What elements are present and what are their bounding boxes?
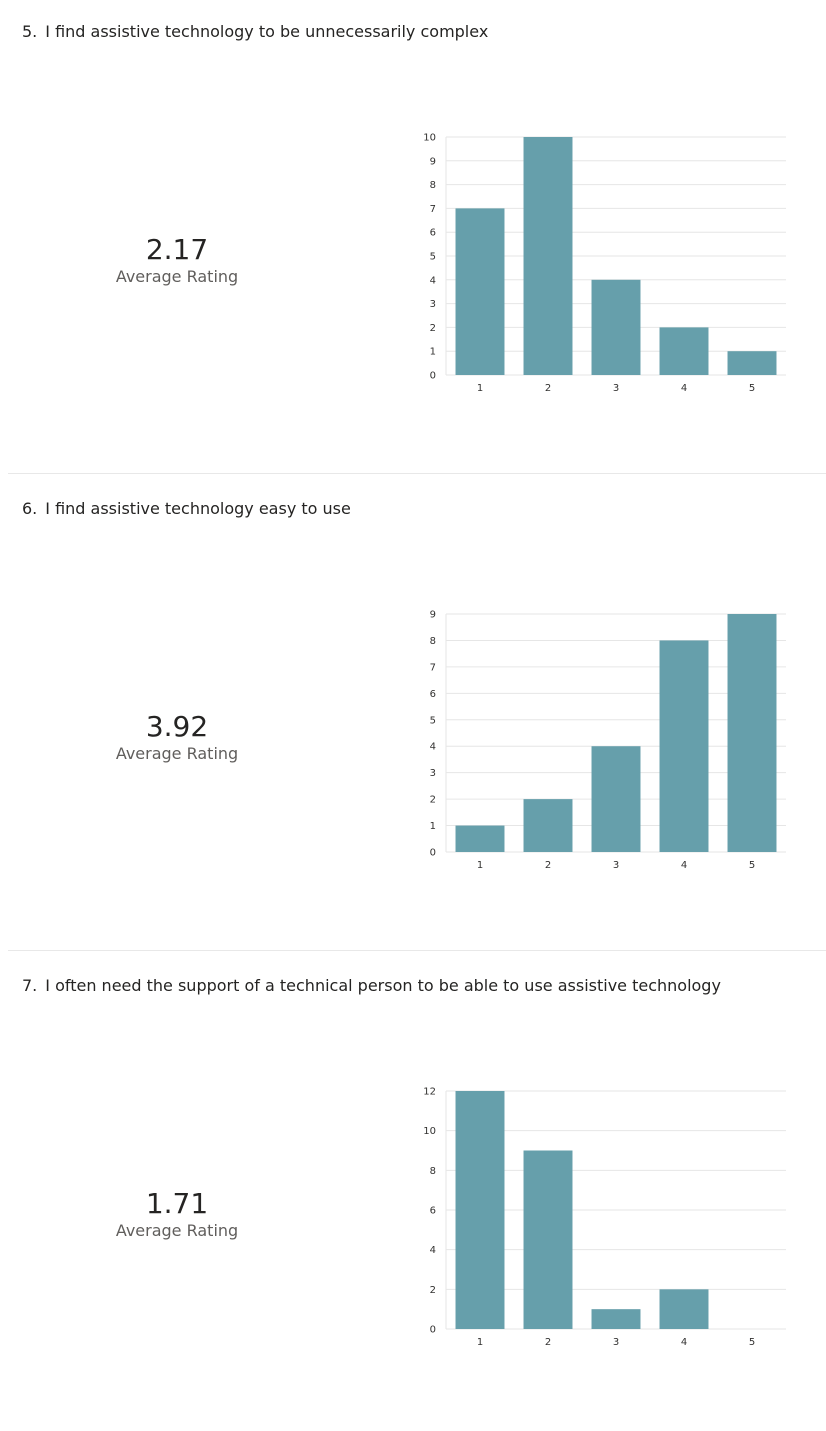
question-number: 6. bbox=[22, 499, 38, 518]
y-tick-label: 1 bbox=[430, 821, 436, 832]
average-label: Average Rating bbox=[115, 744, 239, 763]
y-tick-label: 2 bbox=[430, 795, 436, 806]
average-rating: 3.92 Average Rating bbox=[0, 710, 354, 764]
y-tick-label: 0 bbox=[430, 848, 436, 859]
y-tick-label: 8 bbox=[430, 636, 436, 647]
y-tick-label: 4 bbox=[430, 742, 436, 753]
y-tick-label: 6 bbox=[430, 228, 436, 239]
y-tick-label: 1 bbox=[430, 347, 436, 358]
y-tick-label: 6 bbox=[430, 1206, 436, 1217]
question-title: 7. I often need the support of a technica… bbox=[22, 976, 721, 995]
x-tick-label: 5 bbox=[749, 1337, 755, 1348]
rating-bar-chart: 0 1 2 3 4 5 6 7 8 9 10 1 2 3 4 5 bbox=[423, 133, 786, 394]
average-rating: 1.71 Average Rating bbox=[0, 1187, 354, 1241]
bar bbox=[523, 799, 573, 852]
y-tick-label: 0 bbox=[430, 1325, 436, 1336]
bar bbox=[591, 1309, 641, 1329]
bar bbox=[659, 327, 709, 375]
x-tick-label: 4 bbox=[681, 1337, 687, 1348]
y-tick-label: 7 bbox=[430, 662, 436, 673]
y-tick-label: 2 bbox=[430, 1285, 436, 1296]
question-title: 5. I find assistive technology to be unne… bbox=[22, 22, 488, 41]
bar bbox=[727, 614, 777, 852]
y-tick-label: 2 bbox=[430, 323, 436, 334]
question-7: 7. I often need the support of a technica… bbox=[0, 954, 826, 1431]
y-tick-label: 12 bbox=[423, 1087, 436, 1098]
question-number: 5. bbox=[22, 22, 38, 41]
average-label: Average Rating bbox=[115, 1221, 239, 1240]
bar bbox=[591, 279, 641, 375]
average-rating: 2.17 Average Rating bbox=[0, 233, 354, 287]
section-divider bbox=[8, 950, 826, 951]
question-6: 6. I find assistive technology easy to us… bbox=[0, 477, 826, 954]
y-tick-label: 10 bbox=[423, 133, 436, 144]
y-tick-label: 5 bbox=[430, 252, 436, 263]
bar bbox=[455, 1091, 505, 1329]
y-tick-label: 7 bbox=[430, 204, 436, 215]
x-tick-label: 1 bbox=[477, 383, 483, 394]
x-tick-label: 2 bbox=[545, 383, 551, 394]
x-tick-label: 5 bbox=[749, 860, 755, 871]
x-tick-label: 5 bbox=[749, 383, 755, 394]
question-text: I find assistive technology easy to use bbox=[45, 499, 351, 518]
x-tick-label: 3 bbox=[613, 1337, 619, 1348]
y-tick-label: 8 bbox=[430, 1166, 436, 1177]
y-tick-label: 3 bbox=[430, 299, 436, 310]
bar bbox=[659, 640, 709, 852]
x-tick-label: 2 bbox=[545, 860, 551, 871]
bar bbox=[659, 1289, 709, 1329]
bar bbox=[455, 208, 505, 375]
bar bbox=[523, 1150, 573, 1329]
question-number: 7. bbox=[22, 976, 38, 995]
average-value: 1.71 bbox=[145, 1187, 209, 1220]
x-tick-label: 3 bbox=[613, 860, 619, 871]
x-tick-label: 3 bbox=[613, 383, 619, 394]
y-tick-label: 8 bbox=[430, 180, 436, 191]
bar bbox=[455, 825, 505, 852]
bar bbox=[727, 351, 777, 375]
x-tick-label: 4 bbox=[681, 383, 687, 394]
bar bbox=[591, 746, 641, 852]
question-text: I find assistive technology to be unnece… bbox=[45, 22, 489, 41]
question-5: 5. I find assistive technology to be unne… bbox=[0, 0, 826, 477]
average-label: Average Rating bbox=[115, 267, 239, 286]
bar bbox=[523, 137, 573, 375]
x-tick-label: 2 bbox=[545, 1337, 551, 1348]
y-tick-label: 4 bbox=[430, 275, 436, 286]
y-tick-label: 0 bbox=[430, 371, 436, 382]
average-value: 2.17 bbox=[145, 233, 209, 266]
x-tick-label: 4 bbox=[681, 860, 687, 871]
y-tick-label: 5 bbox=[430, 715, 436, 726]
question-text: I often need the support of a technical … bbox=[45, 976, 721, 995]
y-tick-label: 4 bbox=[430, 1245, 436, 1256]
y-tick-label: 10 bbox=[423, 1126, 436, 1137]
rating-bar-chart: 0 1 2 3 4 5 6 7 8 9 1 2 3 4 5 bbox=[430, 610, 786, 871]
average-value: 3.92 bbox=[145, 710, 209, 743]
section-divider bbox=[8, 473, 826, 474]
x-tick-label: 1 bbox=[477, 860, 483, 871]
y-tick-label: 9 bbox=[430, 610, 436, 621]
x-tick-label: 1 bbox=[477, 1337, 483, 1348]
y-tick-label: 9 bbox=[430, 156, 436, 167]
question-title: 6. I find assistive technology easy to us… bbox=[22, 499, 351, 518]
y-tick-label: 6 bbox=[430, 689, 436, 700]
y-tick-label: 3 bbox=[430, 768, 436, 779]
